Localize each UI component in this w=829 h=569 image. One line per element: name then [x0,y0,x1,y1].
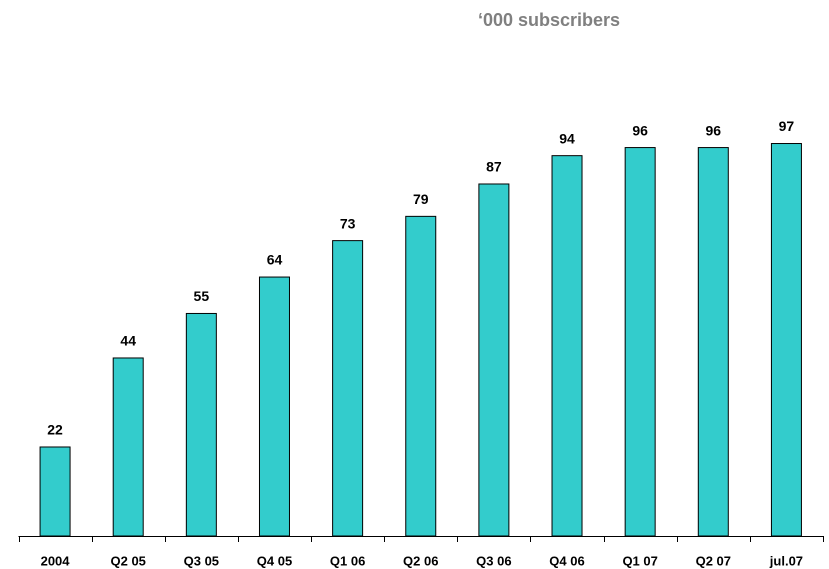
x-tick-label: Q1 06 [330,553,365,568]
x-tick-label: jul.07 [769,553,803,568]
x-tick-label: Q4 06 [549,553,584,568]
x-tick-label: 2004 [41,553,71,568]
bar [551,155,583,537]
value-label: 73 [340,215,356,231]
value-label: 79 [413,191,429,207]
x-tick-label: Q3 05 [184,553,219,568]
x-tick-label: Q2 05 [110,553,145,568]
bar [112,357,144,537]
bar [624,147,656,537]
bar [258,276,290,537]
value-label: 94 [559,130,575,146]
x-tick-label: Q3 06 [476,553,511,568]
value-label: 87 [486,159,502,175]
value-label: 96 [706,122,722,138]
bar [39,446,71,537]
bar [478,183,510,537]
value-label: 44 [120,333,136,349]
bar [332,240,364,537]
x-tick-label: Q2 06 [403,553,438,568]
x-tick-label: Q1 07 [622,553,657,568]
bar [697,147,729,537]
value-label: 96 [632,122,648,138]
bar [185,312,217,537]
x-tick-label: Q2 07 [696,553,731,568]
bar [770,143,802,537]
x-tick-label: Q4 05 [257,553,292,568]
value-label: 55 [194,288,210,304]
value-label: 22 [47,422,63,438]
value-label: 64 [267,252,283,268]
bar [405,215,437,537]
value-label: 97 [779,118,795,134]
chart-title: ‘000 subscribers [478,10,620,30]
